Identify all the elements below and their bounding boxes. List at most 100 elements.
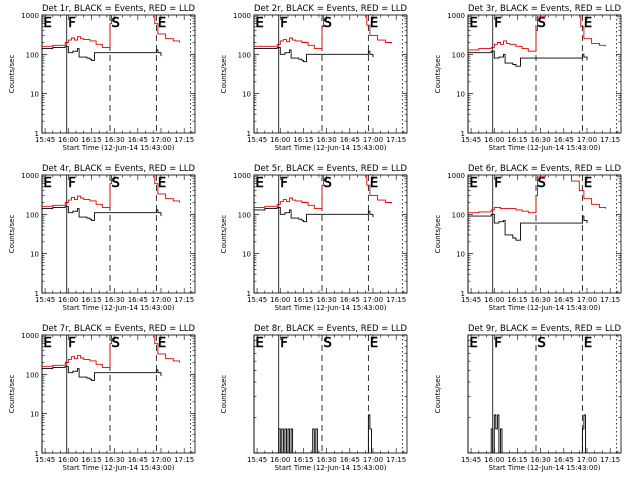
x-tick-label: 17:00 — [363, 456, 383, 464]
x-tick-label: 15:45 — [247, 456, 267, 464]
events-series-line — [42, 365, 162, 381]
lld-series-line — [42, 335, 180, 368]
x-tick-label: 16:30 — [317, 296, 337, 304]
events-series-line — [468, 213, 588, 241]
lld-series-line — [254, 175, 392, 210]
event-marker-label: F — [68, 176, 75, 191]
x-tick-label: 16:30 — [531, 456, 551, 464]
panel-1: Det 1r, BLACK = Events, RED = LLD1101001… — [8, 4, 196, 152]
event-marker-label: E — [584, 16, 592, 31]
panel-title: Det 7r, BLACK = Events, RED = LLD — [42, 324, 196, 334]
x-tick-label: 17:00 — [151, 136, 171, 144]
event-marker-label: S — [324, 176, 332, 191]
event-marker-label: E — [158, 336, 166, 351]
series-group — [42, 175, 180, 221]
events-series-line — [42, 205, 162, 221]
plot-frame — [253, 14, 408, 134]
event-marker-label: F — [68, 336, 75, 351]
x-tick-label: 16:00 — [58, 136, 78, 144]
events-series-line — [254, 414, 389, 453]
x-tick-label: 16:00 — [270, 296, 290, 304]
x-axis: 15:45 16:00 16:15 16:30 16:45 17:00 17:15 — [35, 335, 194, 464]
y-tick-label: 1 — [35, 290, 39, 298]
x-tick-label: 16:45 — [554, 136, 574, 144]
event-marker-label: S — [324, 16, 332, 31]
event-marker-label: E — [256, 16, 264, 31]
panel-4: Det 4r, BLACK = Events, RED = LLD1101001… — [8, 164, 196, 312]
x-tick-label: 17:15 — [386, 136, 406, 144]
y-tick-label: 1000 — [21, 332, 39, 340]
event-marker-label: E — [44, 336, 52, 351]
x-tick-label: 16:15 — [507, 136, 527, 144]
panel-8: Det 8r, BLACK = Events, RED = LLD Counts/… — [220, 324, 408, 472]
event-marker-label: F — [494, 16, 501, 31]
event-marker-label: E — [584, 336, 592, 351]
x-tick-label: 16:45 — [128, 456, 148, 464]
plot-frame — [41, 14, 196, 134]
y-tick-label: 1 — [35, 130, 39, 138]
event-marker-label: E — [470, 176, 478, 191]
x-tick-label: 16:45 — [128, 136, 148, 144]
lld-series-line — [42, 175, 180, 208]
y-tick-label: 10 — [30, 91, 39, 99]
y-tick-label: 100 — [452, 51, 465, 59]
event-marker-label: F — [68, 16, 75, 31]
y-axis-title: Counts/sec — [434, 55, 442, 94]
x-tick-label: 15:45 — [461, 136, 481, 144]
lld-series-line — [468, 15, 606, 52]
x-tick-label: 16:30 — [105, 136, 125, 144]
y-axis — [254, 334, 407, 454]
lld-series-line — [468, 175, 606, 214]
x-tick-label: 16:00 — [58, 456, 78, 464]
x-tick-label: 17:15 — [174, 456, 194, 464]
series-group — [468, 175, 606, 241]
series-group — [468, 414, 603, 453]
event-marker-label: S — [112, 336, 120, 351]
x-axis-title: Start Time (12-Jun-14 15:43:00) — [63, 464, 175, 472]
panel-title: Det 1r, BLACK = Events, RED = LLD — [42, 4, 196, 14]
y-axis: 1 10 100 1000 — [447, 12, 621, 138]
x-axis: 15:45 16:00 16:15 16:30 16:45 17:00 17:15 — [247, 15, 406, 144]
panel-2: Det 2r, BLACK = Events, RED = LLD1101001… — [220, 4, 408, 152]
x-tick-label: 17:15 — [600, 136, 620, 144]
y-tick-label: 1000 — [233, 172, 251, 180]
y-tick-label: 1 — [35, 450, 39, 458]
x-tick-label: 16:30 — [317, 136, 337, 144]
panel-7: Det 7r, BLACK = Events, RED = LLD1101001… — [8, 324, 196, 472]
x-axis-title: Start Time (12-Jun-14 15:43:00) — [489, 144, 601, 152]
y-tick-label: 1 — [461, 290, 465, 298]
event-marker-label: S — [538, 176, 546, 191]
y-axis-title: Counts/sec — [220, 215, 228, 254]
x-tick-label: 15:45 — [461, 456, 481, 464]
event-marker-label: F — [280, 16, 287, 31]
y-axis-title: Counts/sec — [220, 375, 228, 414]
panel-3: Det 3r, BLACK = Events, RED = LLD1101001… — [434, 4, 622, 152]
y-axis-title: Counts/sec — [434, 215, 442, 254]
x-axis: 15:45 16:00 16:15 16:30 16:45 17:00 17:15 — [35, 175, 194, 304]
event-marker-label: E — [370, 336, 378, 351]
plot-frame — [253, 334, 408, 454]
y-axis: 1 10 100 1000 — [21, 332, 195, 458]
plot-frame — [41, 174, 196, 294]
event-marker-label: E — [470, 336, 478, 351]
y-axis-title: Counts/sec — [220, 55, 228, 94]
x-tick-label: 16:30 — [531, 136, 551, 144]
y-axis: 1 10 100 1000 — [447, 172, 621, 298]
x-tick-label: 15:45 — [35, 136, 55, 144]
series-group — [254, 15, 392, 63]
panel-title: Det 4r, BLACK = Events, RED = LLD — [42, 164, 196, 174]
x-tick-label: 16:30 — [105, 456, 125, 464]
plot-frame — [253, 174, 408, 294]
y-tick-label: 100 — [26, 371, 39, 379]
y-axis: 1 10 100 1000 — [21, 12, 195, 138]
x-tick-label: 16:15 — [293, 456, 313, 464]
x-tick-label: 17:00 — [363, 296, 383, 304]
x-axis: 15:45 16:00 16:15 16:30 16:45 17:00 17:15 — [461, 335, 620, 464]
x-axis-title: Start Time (12-Jun-14 15:43:00) — [489, 464, 601, 472]
panel-5: Det 5r, BLACK = Events, RED = LLD1101001… — [220, 164, 408, 312]
panel-title: Det 3r, BLACK = Events, RED = LLD — [468, 4, 622, 14]
x-axis-title: Start Time (12-Jun-14 15:43:00) — [275, 144, 387, 152]
